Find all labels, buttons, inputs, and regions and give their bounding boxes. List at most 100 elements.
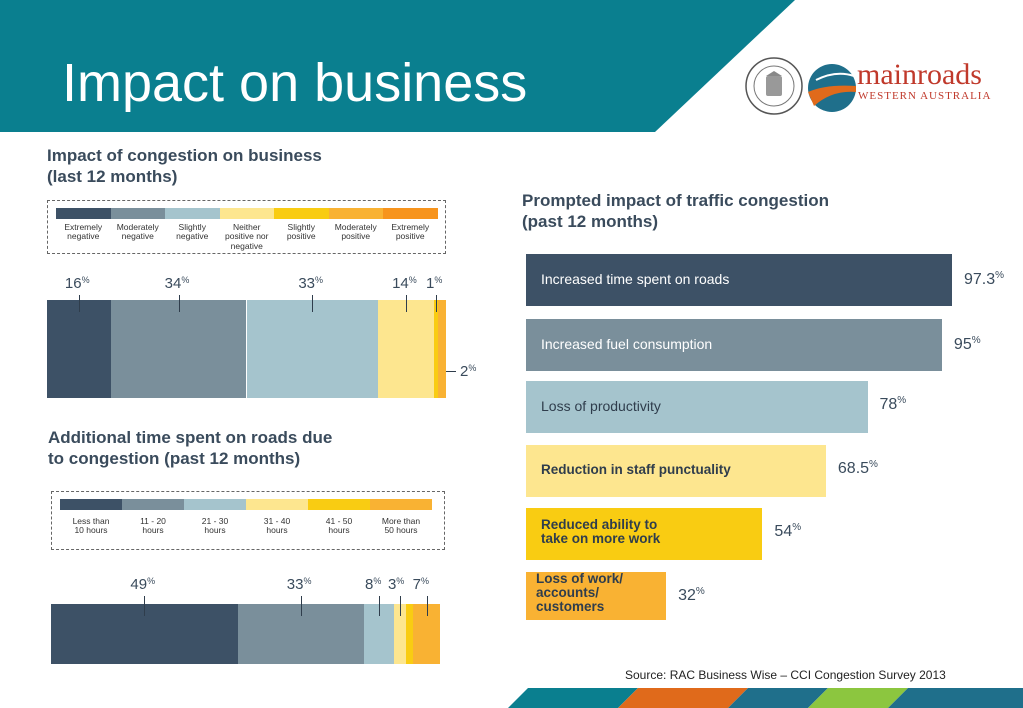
chart1-value-0-number: 16 — [64, 275, 82, 292]
chart1-tick-3 — [406, 295, 408, 312]
chart1-legend: Extremely negative Moderately negative Sli… — [47, 200, 446, 254]
chart2-value-0: 49% — [130, 576, 155, 593]
chart2-title: Additional time spent on roads due to co… — [48, 428, 333, 468]
chart2-legend-label-4: 41 - 50 hours — [325, 516, 353, 536]
chart3-bar-0 — [526, 254, 952, 306]
chart2-legend-swatch-5 — [370, 499, 432, 510]
chart2-legend-label-3: 31 - 40 hours — [263, 516, 291, 536]
logo-text: mainroads — [857, 58, 982, 91]
chart2-value-2-number: 8 — [364, 576, 374, 593]
chart2-value-1-unit: % — [303, 576, 312, 586]
chart3-bar-label-3: Reduction in staff punctuality — [541, 462, 731, 477]
chart1-legend-swatch-5 — [328, 208, 383, 219]
chart1-value-1-unit: % — [181, 275, 190, 285]
chart3-value-3-unit: % — [869, 459, 878, 470]
chart2-legend-swatch-2 — [184, 499, 246, 510]
chart1-segment-0 — [47, 300, 111, 398]
chart2-legend-swatch-3 — [246, 499, 308, 510]
chart1-legend-swatch-4 — [274, 208, 329, 219]
chart2-tick-3 — [399, 596, 401, 616]
chart2-value-0-number: 49 — [130, 576, 148, 593]
chart3-value-1-number: 95 — [953, 336, 972, 353]
chart3-value-5: 32% — [678, 586, 705, 605]
chart1-value-5-unit: % — [468, 363, 477, 373]
chart1-legend-swatch-1 — [110, 208, 165, 219]
chart2-legend-swatch-4 — [308, 499, 370, 510]
chart2-tick-1 — [300, 596, 302, 616]
chart3-value-3-number: 68.5 — [837, 460, 870, 477]
chart3-value-0-unit: % — [995, 270, 1005, 281]
chart2-segment-4 — [405, 604, 414, 664]
chart1-value-3-unit: % — [408, 275, 417, 285]
chart3-value-2-number: 78 — [879, 396, 898, 413]
chart1-value-1-number: 34 — [164, 275, 182, 292]
chart3-value-0-number: 97.3 — [964, 271, 996, 288]
chart3-value-2-unit: % — [897, 395, 907, 406]
chart1-legend-label-3: Neither positive nor negative — [225, 222, 269, 251]
chart2-value-5: 7% — [413, 576, 429, 593]
chart1-value-0-unit: % — [81, 275, 90, 285]
chart2-value-5-number: 7 — [412, 576, 421, 593]
chart3-bar-4 — [526, 508, 763, 560]
chart3-value-5-unit: % — [695, 586, 705, 597]
chart1-legend-swatch-0 — [56, 208, 111, 219]
footer-stripes — [508, 688, 1023, 708]
chart2-value-1-number: 33 — [286, 576, 304, 593]
chart1-segment-1 — [110, 300, 247, 398]
chart1-legend-label-5: Moderately positive — [334, 222, 377, 242]
chart2-legend-label-5: More than 50 hours — [381, 516, 421, 536]
chart2-value-2: 8% — [365, 576, 381, 593]
chart1-value-2-unit: % — [315, 275, 324, 285]
chart3-value-4: 54% — [774, 522, 801, 541]
chart1-legend-label-2: Slightly negative — [176, 222, 209, 242]
chart1-value-1: 34% — [165, 275, 190, 292]
chart3-value-3: 68.5% — [838, 459, 878, 478]
chart2-legend-swatch-0 — [60, 499, 122, 510]
chart1-legend-swatch-3 — [219, 208, 274, 219]
chart1-value-0: 16% — [65, 275, 90, 292]
chart3-value-5-number: 32 — [678, 587, 696, 604]
chart2-legend: Less than 10 hours 11 - 20 hours 21 - 30 h… — [51, 491, 445, 550]
slide-title: Impact on business — [62, 53, 528, 113]
chart1-legend-label-0: Extremely negative — [64, 222, 103, 242]
chart3-value-4-unit: % — [792, 522, 802, 533]
mainroads-logo-icon — [808, 64, 856, 112]
chart1-value-2: 33% — [298, 275, 323, 292]
chart3-bar-label-1: Increased fuel consumption — [541, 336, 713, 352]
chart1-value-4: 1% — [426, 275, 442, 292]
chart2-value-3-unit: % — [396, 576, 405, 586]
chart3-bar-1 — [526, 319, 942, 371]
chart1-title: Impact of congestion on business (last 1… — [47, 146, 322, 186]
chart3-bar-label-4: Reduced ability to take on more work — [541, 517, 661, 547]
chart2-value-5-unit: % — [420, 576, 429, 586]
chart3-bar-5 — [526, 572, 667, 620]
chart2-value-1: 33% — [287, 576, 312, 593]
chart3-bar-3 — [526, 445, 826, 497]
chart3-bar-2 — [526, 381, 868, 433]
chart1-legend-label-6: Extremely positive — [391, 222, 430, 242]
chart2-legend-label-1: 11 - 20 hours — [140, 516, 166, 536]
chart2-value-3: 3% — [388, 576, 404, 593]
chart2-tick-5 — [426, 596, 428, 616]
chart2-segment-1 — [237, 604, 364, 664]
chart1-value-3-number: 14 — [392, 275, 409, 292]
logo-subtitle: WESTERN AUSTRALIA — [858, 90, 992, 102]
chart3-value-2: 78% — [880, 395, 907, 414]
chart1-value-2-number: 33 — [298, 275, 316, 292]
chart1-legend-swatch-6 — [383, 208, 438, 219]
chart3-bar-label-0: Increased time spent on roads — [541, 271, 730, 287]
chart1-tick-0 — [78, 295, 80, 312]
chart3-title: Prompted impact of traffic congestion (p… — [522, 191, 829, 231]
chart1-tick-1 — [178, 295, 180, 312]
chart2-legend-label-0: Less than 10 hours — [72, 516, 110, 536]
chart2-value-0-unit: % — [147, 576, 156, 586]
chart3-value-4-number: 54 — [774, 523, 793, 540]
chart1-segment-4 — [434, 300, 438, 398]
chart3-bar-label-2: Loss of productivity — [541, 398, 661, 414]
chart1-tick-5 — [446, 371, 456, 372]
chart1-tick-4 — [436, 295, 438, 312]
chart1-value-4-number: 1 — [426, 275, 435, 292]
chart2-segment-3 — [394, 604, 406, 664]
chart2-tick-0 — [144, 596, 146, 616]
chart1-legend-label-1: Moderately negative — [116, 222, 159, 242]
